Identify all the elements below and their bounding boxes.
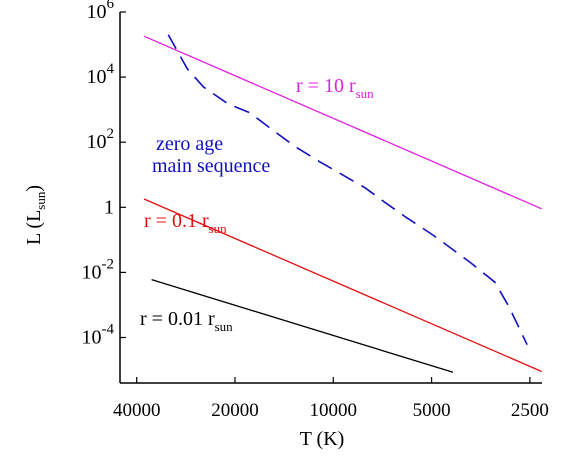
y-tick-label: 106 <box>87 0 115 23</box>
y-tick-base: 10 <box>87 1 107 23</box>
y-axis-label-close: ) <box>23 185 45 192</box>
y-tick-exponent: 6 <box>107 0 115 12</box>
label-r001-sub: sun <box>215 319 234 334</box>
x-tick-label: 10000 <box>310 400 358 421</box>
label-r01-main: r = 0.1 r <box>144 210 209 232</box>
label-r10: r = 10 rsun <box>296 75 374 101</box>
label-r10-main: r = 10 r <box>296 75 356 97</box>
y-axis-label-sub: sun <box>33 191 48 210</box>
label-r10-sub: sun <box>356 86 375 101</box>
y-tick-base: 10 <box>82 261 102 283</box>
y-axis-label: L (Lsun) <box>23 185 48 245</box>
series-layer <box>143 34 542 373</box>
label-zams-line2: main sequence <box>152 155 270 177</box>
y-tick-base: 10 <box>82 326 102 348</box>
y-tick-label: 10-2 <box>82 256 115 283</box>
y-tick-base: 10 <box>87 131 107 153</box>
y-tick-label: 102 <box>87 126 115 153</box>
label-r01: r = 0.1 rsun <box>144 210 227 236</box>
y-tick-label: 104 <box>87 61 115 88</box>
series-r10-line <box>143 35 542 210</box>
y-tick-exponent: -4 <box>102 321 115 337</box>
ticks-layer: 40000 20000 10000 5000 2500106104102110-210-… <box>82 0 549 421</box>
label-r01-sub: sun <box>209 221 228 236</box>
y-tick-exponent: 4 <box>107 61 115 77</box>
x-tick-label: 2500 <box>511 400 549 421</box>
y-axis-label-group: L (Lsun) <box>23 185 48 245</box>
y-tick-exponent: 2 <box>107 126 115 142</box>
label-r001-main: r = 0.01 r <box>140 308 215 330</box>
y-tick-exponent: -2 <box>102 256 115 272</box>
y-tick-label: 1 <box>104 196 114 218</box>
x-tick-label: 5000 <box>413 400 451 421</box>
series-r001-line <box>151 278 454 373</box>
label-r001: r = 0.01 rsun <box>140 308 233 334</box>
series-r01-line <box>143 198 542 373</box>
y-tick-label: 10-4 <box>82 321 115 348</box>
label-zams-line1: zero age <box>156 133 223 155</box>
x-tick-label: 20000 <box>211 400 259 421</box>
plot-area <box>119 12 542 384</box>
x-axis-label: T (K) <box>300 428 345 450</box>
series-zams-line <box>167 34 528 346</box>
y-axis-label-main: L (L <box>23 210 45 245</box>
x-tick-label: 40000 <box>113 400 161 421</box>
y-tick-base: 1 <box>104 196 114 218</box>
y-tick-base: 10 <box>87 66 107 88</box>
